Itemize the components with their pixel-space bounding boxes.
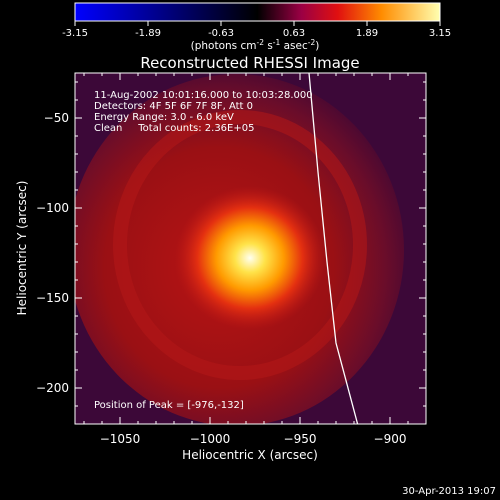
x-tick-label: −900	[374, 432, 407, 446]
y-tick-label: −200	[36, 381, 69, 395]
chart-title: Reconstructed RHESSI Image	[140, 54, 359, 72]
annotation-energy: Energy Range: 3.0 - 6.0 keV	[94, 112, 234, 123]
y-tick-label: −150	[36, 291, 69, 305]
colorbar-tick-label: -1.89	[135, 28, 161, 39]
colorbar-tick-label: -0.63	[208, 28, 234, 39]
colorbar-tick-label: -3.15	[62, 28, 88, 39]
x-tick-label: −1000	[190, 432, 231, 446]
colorbar	[74, 2, 441, 22]
colorbar-ticks: -3.15 -1.89 -0.63 0.63 1.89 3.15	[62, 21, 451, 39]
footer-timestamp: 30-Apr-2013 19:07	[402, 486, 496, 497]
colorbar-tick-label: 1.89	[356, 28, 378, 39]
colorbar-tick-label: 3.15	[429, 28, 451, 39]
emission-ring	[113, 110, 367, 380]
x-axis-ticks: −1050 −1000 −950 −900	[83, 73, 427, 446]
x-tick-label: −950	[284, 432, 317, 446]
annotation-detectors: Detectors: 4F 5F 6F 7F 8F, Att 0	[94, 101, 253, 112]
y-tick-label: −50	[44, 111, 69, 125]
plot-frame	[74, 72, 427, 425]
y-tick-label: −100	[36, 201, 69, 215]
solar-limb-line	[308, 73, 359, 424]
annotation-peak-position: Position of Peak = [-976,-132]	[94, 400, 244, 411]
image-area	[75, 73, 426, 424]
y-axis-label: Heliocentric Y (arcsec)	[15, 181, 29, 316]
y-axis-ticks: −50 −100 −150 −200	[36, 81, 426, 425]
colorbar-tick-label: 0.63	[283, 28, 305, 39]
x-axis-label: Heliocentric X (arcsec)	[182, 448, 318, 462]
emission-core	[175, 186, 325, 330]
annotation-time-range: 11-Aug-2002 10:01:16.000 to 10:03:28.000	[94, 90, 313, 101]
colorbar-units: (photons cm-2 s-1 asec-2)	[191, 38, 320, 52]
x-tick-label: −1050	[100, 432, 141, 446]
annotation-counts: Clean Total counts: 2.36E+05	[94, 123, 254, 134]
